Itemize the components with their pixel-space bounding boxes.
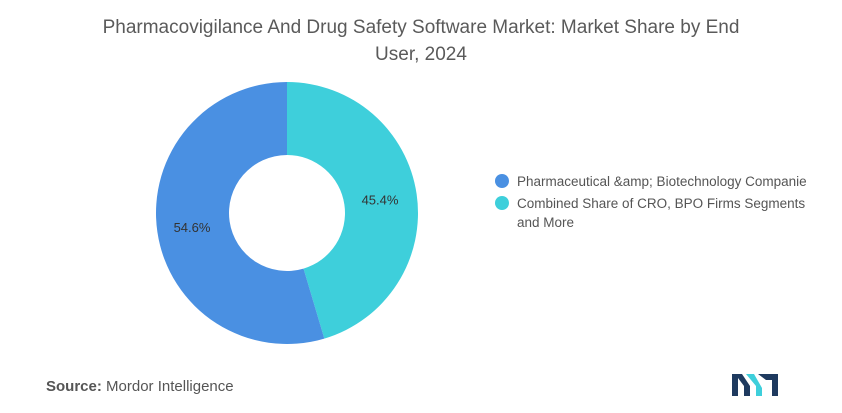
data-label-cro: 45.4%	[362, 192, 399, 207]
chart-title: Pharmacovigilance And Drug Safety Softwa…	[102, 17, 740, 65]
legend-swatch-cro	[495, 196, 509, 210]
source-label: Source:	[46, 378, 102, 395]
mordor-intelligence-logo	[732, 374, 778, 396]
source-text: Mordor Intelligence	[106, 378, 234, 395]
chart-legend: Pharmaceutical &amp; Biotechnology Compa…	[495, 172, 825, 235]
legend-swatch-pharma	[495, 174, 509, 188]
legend-label-pharma: Pharmaceutical &amp; Biotechnology Compa…	[517, 174, 807, 189]
source-note: Source: Mordor Intelligence	[46, 378, 234, 395]
slice-pharma[interactable]	[156, 82, 325, 344]
legend-item-cro[interactable]: Combined Share of CRO, BPO Firms Segment…	[495, 194, 825, 232]
data-label-pharma: 54.6%	[174, 220, 211, 235]
legend-label-cro: Combined Share of CRO, BPO Firms Segment…	[517, 196, 806, 230]
slice-cro[interactable]	[287, 82, 418, 339]
legend-item-pharma[interactable]: Pharmaceutical &amp; Biotechnology Compa…	[495, 172, 825, 191]
